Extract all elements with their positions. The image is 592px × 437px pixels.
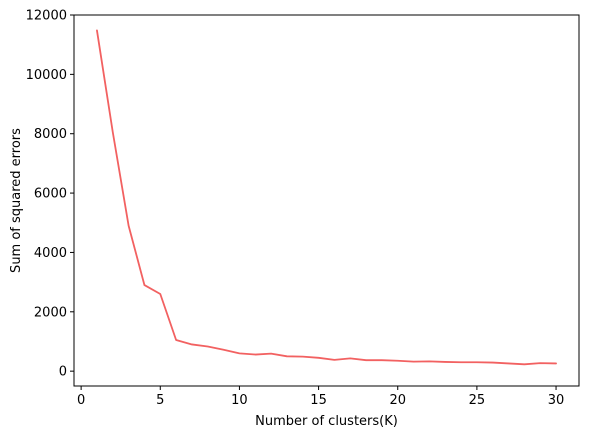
- series-layer: [96, 29, 557, 366]
- y-tick-label: 12000: [26, 9, 67, 24]
- x-tick-label: 5: [156, 393, 164, 408]
- y-tick-label: 10000: [26, 68, 67, 83]
- sse-series-line: [96, 29, 557, 366]
- x-tick-label: 20: [389, 393, 406, 408]
- plot-frame: [73, 14, 580, 387]
- x-tick-label: 15: [310, 393, 327, 408]
- y-tick-label: 8000: [34, 127, 67, 142]
- x-axis-label: Number of clusters(K): [255, 414, 398, 429]
- y-axis-ticks: 0 2000 4000 6000 8000 10000 12000: [26, 9, 74, 380]
- y-axis-label: Sum of squared errors: [9, 128, 24, 273]
- y-tick-label: 2000: [34, 305, 67, 320]
- y-tick-label: 4000: [34, 246, 67, 261]
- y-tick-label: 0: [59, 365, 67, 380]
- x-tick-label: 25: [469, 393, 486, 408]
- x-tick-label: 0: [77, 393, 85, 408]
- plot-background: [74, 15, 579, 386]
- x-tick-label: 30: [548, 393, 565, 408]
- x-tick-label: 10: [231, 393, 248, 408]
- y-tick-label: 6000: [34, 187, 67, 202]
- x-axis-ticks: 0 5 10 15 20 25 30: [77, 386, 564, 408]
